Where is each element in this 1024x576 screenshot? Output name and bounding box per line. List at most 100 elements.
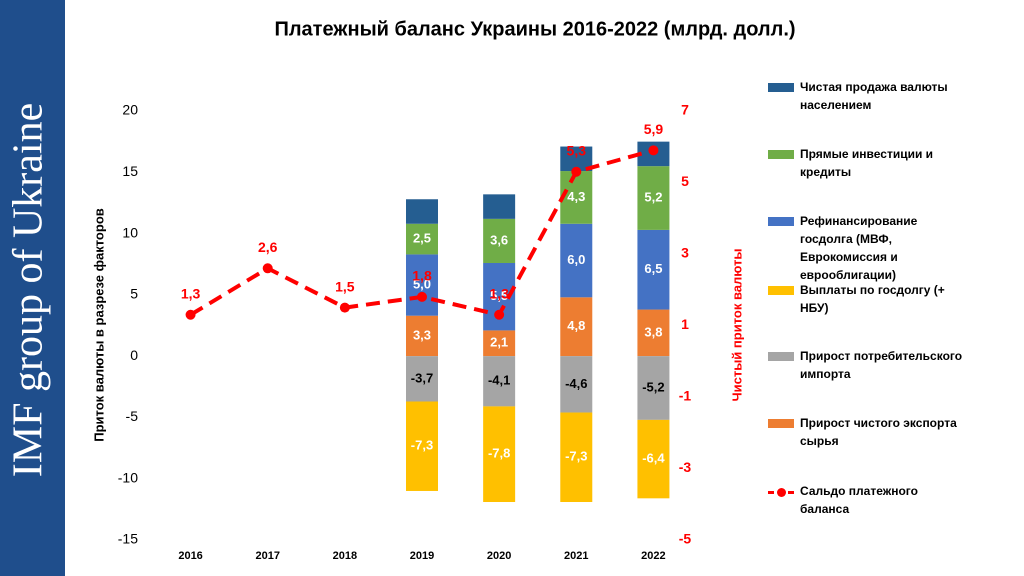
- bar-value-label: 5,0: [413, 276, 431, 291]
- bar-value-label: -6,4: [642, 451, 665, 466]
- legend-label: Чистая продажа валюты населением: [800, 80, 948, 112]
- legend-swatch: [768, 488, 794, 497]
- bar-segment: [560, 297, 593, 357]
- bar-segment: [483, 330, 516, 357]
- bar-value-label: 4,8: [567, 318, 585, 333]
- line-value-label: 1,8: [412, 268, 432, 284]
- bar-value-label: -4,6: [565, 376, 587, 391]
- bar-segment: [406, 401, 438, 491]
- x-tick-label: 2017: [255, 550, 279, 562]
- bar-value-label: 5,5: [490, 288, 508, 303]
- line-marker: [494, 309, 505, 320]
- bar-segment: [406, 315, 438, 357]
- bar-value-label: -7,3: [565, 449, 587, 464]
- line-value-label: 1,5: [335, 278, 355, 294]
- y-tick-label: 0: [130, 347, 138, 363]
- x-tick-label: 2016: [178, 550, 202, 562]
- x-tick-label: 2018: [333, 550, 357, 562]
- bar-segment: [483, 356, 516, 407]
- bar-segment: [637, 166, 670, 230]
- legend-label: Рефинансирование госдолга (МВФ, Еврокоми…: [800, 214, 918, 282]
- y-tick-label: -5: [126, 408, 139, 424]
- legend-swatch: [768, 83, 794, 92]
- line-marker: [571, 166, 582, 177]
- bar-segment: [560, 412, 593, 503]
- legend-marker: [777, 488, 786, 497]
- bar-segment: [560, 223, 593, 298]
- bar-segment: [483, 218, 516, 263]
- bar-segment: [483, 406, 516, 503]
- y-tick-label: 15: [122, 163, 138, 179]
- y2-axis-label: Чистый приток валюты: [729, 248, 744, 401]
- legend-item: Рефинансирование госдолга (МВФ, Еврокоми…: [768, 212, 968, 284]
- bar-segment: [637, 419, 670, 499]
- legend-label: Прирост чистого экспорта сырья: [800, 416, 957, 448]
- y2-tick-label: 7: [681, 102, 689, 118]
- legend-swatch: [768, 419, 794, 428]
- bar-segment: [560, 356, 593, 413]
- legend-label: Сальдо платежного баланса: [800, 484, 918, 516]
- sidebar-text: IMF group of Ukraine: [6, 103, 52, 477]
- legend-swatch: [768, 352, 794, 361]
- x-tick-label: 2020: [487, 550, 511, 562]
- x-tick-label: 2021: [564, 550, 588, 562]
- bar-value-label: -7,8: [488, 446, 510, 461]
- y2-tick-label: 1: [681, 316, 689, 332]
- legend-label: Выплаты по госдолгу (+ НБУ): [800, 283, 945, 315]
- bar-segment: [406, 223, 438, 255]
- bar-value-label: 6,0: [567, 252, 585, 267]
- legend-item: Сальдо платежного баланса: [768, 482, 968, 518]
- bar-value-label: 6,5: [644, 261, 662, 276]
- bar-segment: [560, 171, 593, 224]
- legend-swatch: [768, 217, 794, 226]
- y-tick-label: 5: [130, 286, 138, 302]
- legend-item: Чистая продажа валюты населением: [768, 78, 968, 114]
- line-marker: [339, 302, 350, 313]
- line-marker: [185, 309, 196, 320]
- line-value-label: 1,3: [489, 285, 509, 301]
- line-marker: [262, 263, 273, 274]
- y-tick-label: 20: [122, 102, 138, 118]
- sidebar: [0, 0, 65, 576]
- x-tick-label: 2022: [641, 550, 665, 562]
- bar-value-label: -5,2: [642, 379, 664, 394]
- bar-segment: [406, 199, 438, 224]
- x-tick-label: 2019: [410, 550, 434, 562]
- legend-item: Прямые инвестиции и кредиты: [768, 145, 968, 181]
- bar-segment: [637, 229, 670, 310]
- chart-title: Платежный баланс Украины 2016-2022 (млрд…: [274, 18, 795, 40]
- line-value-label: 5,9: [644, 121, 664, 137]
- bar-segment: [637, 356, 670, 420]
- y-tick-label: -10: [118, 469, 138, 485]
- line-value-label: 2,6: [258, 239, 278, 255]
- bar-value-label: 5,2: [644, 189, 662, 204]
- bar-value-label: -7,3: [411, 438, 433, 453]
- bar-value-label: -4,1: [488, 373, 510, 388]
- bar-segment: [483, 194, 516, 219]
- bar-value-label: 3,8: [644, 324, 662, 339]
- y-tick-label: -15: [118, 531, 138, 547]
- bar-value-label: 2,1: [490, 335, 508, 350]
- bar-value-label: 2,5: [413, 231, 431, 246]
- line-marker: [648, 145, 659, 156]
- bar-segment: [637, 309, 670, 357]
- legend-label: Прирост потребительского импорта: [800, 349, 963, 381]
- y-axis-label: Приток валюты в разрезе факторов: [91, 208, 106, 442]
- y2-tick-label: -1: [679, 388, 692, 404]
- line-value-label: 5,3: [567, 142, 587, 158]
- legend-swatch: [768, 150, 794, 159]
- legend-item: Прирост чистого экспорта сырья: [768, 414, 968, 450]
- bar-value-label: 3,6: [490, 232, 508, 247]
- line-value-label: 1,3: [181, 285, 201, 301]
- y2-tick-label: 3: [681, 245, 689, 261]
- y2-tick-label: 5: [681, 173, 689, 189]
- bar-value-label: -3,7: [411, 370, 433, 385]
- legend-label: Прямые инвестиции и кредиты: [800, 147, 934, 179]
- bar-segment: [406, 254, 438, 316]
- bar-value-label: 3,3: [413, 327, 431, 342]
- y2-tick-label: -5: [679, 531, 692, 547]
- bar-value-label: 4,3: [567, 189, 585, 204]
- y2-tick-label: -3: [679, 459, 692, 475]
